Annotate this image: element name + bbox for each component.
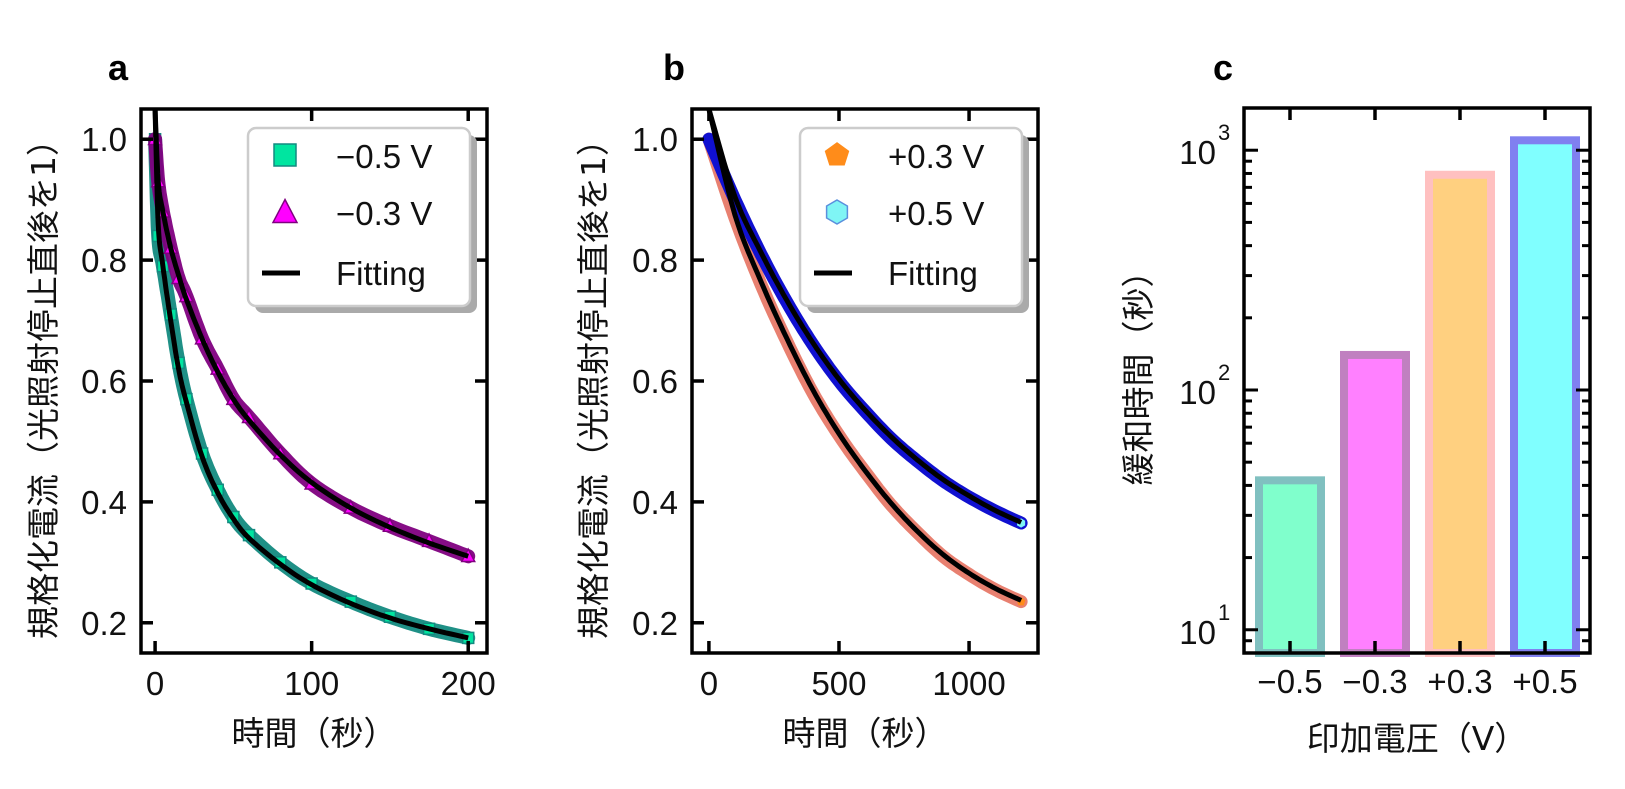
y-tick-label: 0.2 [632,605,678,642]
y-tick-label: 0.8 [632,242,678,279]
y-tick-label: 0.4 [81,484,127,521]
fit-line-2 [706,109,1023,603]
panel-b: b 規格化電流（光照射停止直後を1） 時間（秒） 0 500 10000.20.40… [574,47,1040,753]
bar-0 [1255,476,1325,658]
x-tick-label: 500 [811,665,866,702]
x-tick-label: −0.3 [1342,663,1407,700]
panel-letter-a: a [108,47,129,88]
panel-b-ylabel: 規格化電流（光照射停止直後を1） [574,123,613,639]
panel-c-xlabel: 印加電圧（V） [1307,719,1528,758]
fit-line-3 [152,109,469,559]
legend-marker-0 [824,142,850,166]
fit-line-3 [706,109,1023,525]
panel-b-plot-area: 0 500 1000 0.2 0.4 0.6 0.8 1.0 +0.3 V +0.5 V Fitti… [632,107,1040,702]
y-tick-label: 0.4 [632,484,678,521]
legend-a: −0.5 V −0.3 V Fitting [246,126,477,313]
x-tick-label: −0.5 [1257,663,1322,700]
legend-label-2: Fitting [336,255,426,292]
legend-label-0: +0.3 V [888,138,984,175]
panel-b-series [702,109,1028,609]
legend-marker-1 [825,199,849,225]
panel-a: a 規格化電流（光照射停止直後を1） 時間（秒） 0 100 200 0.2 0.4 0.… [24,47,496,753]
legend-label-1: +0.5 V [888,195,984,232]
bar-2 [1425,170,1495,657]
panel-a-series [147,109,476,645]
legend-marker-0 [273,143,297,167]
panel-a-plot-area: 0 100 200 0.2 0.4 0.6 0.8 1.0 −0.5 V −0.3 V Fittin… [81,107,496,702]
panel-letter-b: b [663,47,685,88]
bar-3 [1510,136,1580,658]
y-tick-label: 10 [1179,614,1216,651]
bar-1 [1340,350,1410,657]
x-tick-label: 200 [441,665,496,702]
legend-label-2: Fitting [888,255,978,292]
panel-b-xlabel: 時間（秒） [783,714,948,753]
y-tick-label: 1.0 [632,121,678,158]
y-tick-label: 0.6 [81,363,127,400]
y-tick-label: 1.0 [81,121,127,158]
y-tick-label: 10 [1179,374,1216,411]
y-tick-label: 10 [1179,134,1216,171]
panel-c-frame [1242,106,1592,655]
legend-label-1: −0.3 V [336,195,432,232]
y-tick-label: 0.6 [632,363,678,400]
legend-box [246,126,472,308]
legend-box [798,126,1024,308]
legend-b: +0.3 V +0.5 V Fitting [798,126,1029,313]
fit-line-2 [152,109,469,641]
panel-c-ylabel: 緩和時間（秒） [1119,255,1158,486]
x-tick-label: +0.5 [1512,663,1577,700]
legend-label-0: −0.5 V [336,138,432,175]
x-tick-label: 100 [284,665,339,702]
y-tick-label: 0.8 [81,242,127,279]
x-tick-label: +0.3 [1427,663,1492,700]
y-tick-exponent: 2 [1218,360,1230,385]
panel-a-xlabel: 時間（秒） [232,714,397,753]
x-tick-label: 0 [700,665,718,702]
panel-c: c 緩和時間（秒） 印加電圧（V） −0.5 −0.3 +0.3 +0.5101102… [1119,47,1592,758]
panel-a-ylabel: 規格化電流（光照射停止直後を1） [24,123,63,639]
legend-marker-1 [271,197,299,224]
x-tick-label: 1000 [932,665,1005,702]
x-tick-label: 0 [146,665,164,702]
panel-letter-c: c [1213,47,1233,88]
y-tick-exponent: 1 [1218,600,1230,625]
y-tick-exponent: 3 [1218,120,1230,145]
y-tick-label: 0.2 [81,605,127,642]
